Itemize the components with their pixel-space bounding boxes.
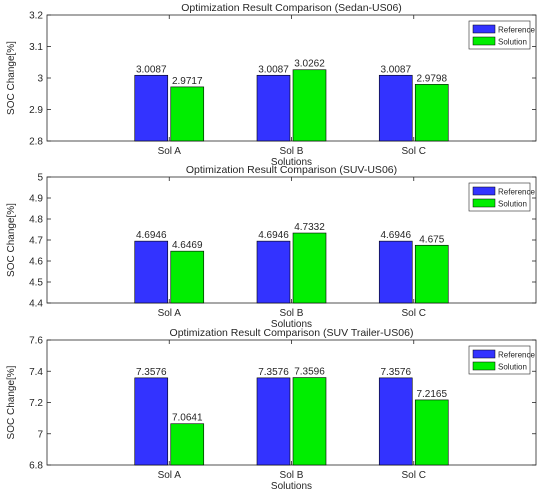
- reference-bar-sol-a: [134, 377, 169, 466]
- legend-label: Solution: [498, 363, 527, 372]
- chart-title: Optimization Result Comparison (SUV-US06…: [186, 164, 397, 176]
- data-label: 4.675: [419, 234, 444, 245]
- x-tick-label: Sol C: [402, 146, 426, 157]
- legend-label: Solution: [498, 38, 527, 47]
- y-tick-label: 3: [37, 74, 43, 85]
- data-label: 2.9717: [172, 76, 203, 87]
- solution-bar-sol-a: [170, 250, 205, 304]
- y-tick-label: 4.7: [29, 236, 43, 247]
- legend-swatch-solution: [472, 36, 496, 46]
- y-tick-label: 7.2: [29, 398, 43, 409]
- x-tick-label: Sol B: [280, 308, 304, 319]
- solution-bar-sol-a: [170, 423, 205, 466]
- data-label: 7.3596: [294, 367, 325, 378]
- y-tick-label: 7: [37, 429, 43, 440]
- y-tick-label: 7.4: [29, 367, 43, 378]
- y-axis-label: SOC Change[%]: [6, 41, 17, 115]
- x-axis-label: Solutions: [271, 157, 312, 168]
- y-tick-label: 3.1: [29, 42, 43, 53]
- legend-label: Solution: [498, 200, 527, 209]
- reference-bar-sol-c: [378, 377, 413, 466]
- x-tick-label: Sol A: [158, 308, 182, 319]
- legend-label: Reference: [498, 26, 535, 35]
- x-tick-label: Sol A: [158, 470, 182, 481]
- x-tick-label: Sol C: [402, 470, 426, 481]
- data-label: 4.6946: [136, 230, 167, 241]
- legend-swatch-reference: [472, 186, 496, 196]
- data-label: 7.0641: [172, 413, 203, 424]
- solution-bar-sol-c: [414, 399, 449, 466]
- data-label: 2.9798: [416, 73, 447, 84]
- y-tick-label: 3.2: [29, 11, 43, 22]
- data-label: 4.6946: [258, 230, 289, 241]
- data-label: 3.0087: [380, 64, 411, 75]
- plot-area: [46, 339, 537, 466]
- chart-title: Optimization Result Comparison (SUV Trai…: [170, 327, 414, 339]
- chart-panel-3: 6.8 7 7.2 7.4 7.6 Sol A 7.3576 7.0641 Sol B 7.357…: [6, 327, 537, 492]
- y-tick-label: 2.8: [29, 137, 43, 148]
- legend-swatch-reference: [472, 24, 496, 34]
- legend-label: Reference: [498, 188, 535, 197]
- data-label: 3.0087: [136, 64, 167, 75]
- reference-bar-sol-c: [378, 240, 413, 304]
- x-axis-label: Solutions: [271, 319, 312, 330]
- reference-bar-sol-b: [256, 74, 291, 142]
- x-tick-label: Sol A: [158, 146, 182, 157]
- solution-bar-sol-c: [414, 84, 449, 142]
- legend-label: Reference: [498, 351, 535, 360]
- solution-bar-sol-b: [292, 69, 327, 142]
- y-tick-label: 2.9: [29, 105, 43, 116]
- data-label: 4.7332: [294, 222, 325, 233]
- y-tick-label: 6.8: [29, 461, 43, 472]
- solution-bar-sol-b: [292, 232, 327, 304]
- solution-bar-sol-c: [414, 244, 449, 304]
- reference-bar-sol-b: [256, 377, 291, 466]
- data-label: 7.3576: [136, 367, 167, 378]
- y-tick-label: 4.6: [29, 257, 43, 268]
- data-label: 7.3576: [258, 367, 289, 378]
- solution-bar-sol-b: [292, 377, 327, 466]
- reference-bar-sol-a: [134, 74, 169, 142]
- y-tick-label: 4.8: [29, 215, 43, 226]
- y-tick-label: 4.4: [29, 299, 43, 310]
- chart-panel-2: 4.4 4.5 4.6 4.7 4.8 4.9 5 Sol A 4.6946 4.6469 Sol …: [6, 164, 537, 330]
- data-label: 3.0087: [258, 64, 289, 75]
- y-tick-label: 7.6: [29, 336, 43, 347]
- data-label: 3.0262: [294, 59, 325, 70]
- y-tick-label: 5: [37, 173, 43, 184]
- reference-bar-sol-b: [256, 240, 291, 304]
- reference-bar-sol-a: [134, 240, 169, 304]
- x-tick-label: Sol B: [280, 146, 304, 157]
- y-axis-label: SOC Change[%]: [6, 203, 17, 277]
- plot-area: [46, 14, 537, 142]
- x-tick-label: Sol B: [280, 470, 304, 481]
- reference-bar-sol-c: [378, 74, 413, 142]
- legend-swatch-reference: [472, 349, 496, 359]
- legend-swatch-solution: [472, 361, 496, 371]
- x-tick-label: Sol C: [402, 308, 426, 319]
- solution-bar-sol-a: [170, 86, 205, 142]
- data-label: 4.6469: [172, 240, 203, 251]
- plot-area: [46, 176, 537, 304]
- chart-panel-1: 2.8 2.9 3 3.1 3.2 Sol A 3.0087 2.9717 Sol B 3.008…: [6, 2, 537, 168]
- y-axis-label: SOC Change[%]: [6, 365, 17, 439]
- x-axis-label: Solutions: [271, 481, 312, 492]
- y-tick-label: 4.9: [29, 194, 43, 205]
- y-tick-label: 4.5: [29, 278, 43, 289]
- data-label: 7.2165: [416, 389, 447, 400]
- chart-title: Optimization Result Comparison (Sedan-US…: [181, 2, 402, 14]
- legend-swatch-solution: [472, 198, 496, 208]
- data-label: 4.6946: [380, 230, 411, 241]
- data-label: 7.3576: [380, 367, 411, 378]
